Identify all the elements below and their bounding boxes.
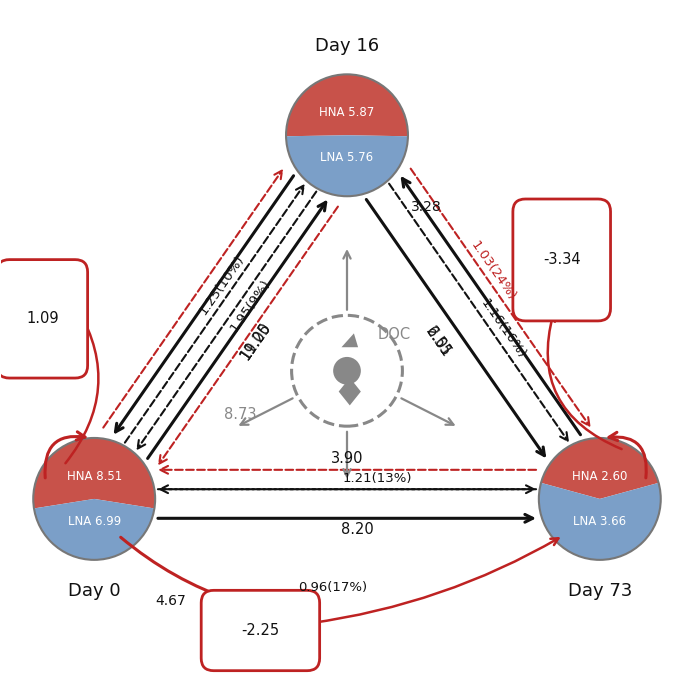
Text: LNA 5.76: LNA 5.76 <box>321 151 373 164</box>
Text: 1.09: 1.09 <box>26 312 58 326</box>
Text: 0.96(17%): 0.96(17%) <box>298 581 368 594</box>
Text: 19.00: 19.00 <box>238 320 274 363</box>
Text: DOC: DOC <box>378 328 411 342</box>
Wedge shape <box>34 499 154 560</box>
Text: -2.25: -2.25 <box>242 623 280 638</box>
Text: 3.28: 3.28 <box>412 199 442 213</box>
Text: LNA 6.99: LNA 6.99 <box>67 515 121 528</box>
Text: 1.95(9%): 1.95(9%) <box>228 276 273 334</box>
Wedge shape <box>541 438 659 499</box>
Text: 2.55: 2.55 <box>423 324 454 359</box>
Text: 1.16(16%): 1.16(16%) <box>477 297 528 361</box>
Polygon shape <box>341 333 358 347</box>
Text: 1.25(10%): 1.25(10%) <box>196 253 246 318</box>
Text: 1.03(24%): 1.03(24%) <box>468 239 518 303</box>
Wedge shape <box>539 483 661 560</box>
Wedge shape <box>33 438 155 508</box>
Text: HNA 2.60: HNA 2.60 <box>572 470 627 483</box>
Text: HNA 8.51: HNA 8.51 <box>67 470 122 483</box>
Text: HNA 5.87: HNA 5.87 <box>319 106 375 119</box>
Text: -3.34: -3.34 <box>543 253 580 267</box>
Text: Day 73: Day 73 <box>568 582 632 600</box>
Text: 4.67: 4.67 <box>155 594 186 608</box>
Text: 11.25: 11.25 <box>238 320 274 363</box>
Polygon shape <box>339 378 361 405</box>
Text: Day 0: Day 0 <box>68 582 121 600</box>
Text: 3.90: 3.90 <box>331 452 363 466</box>
Text: 6.01: 6.01 <box>423 324 454 359</box>
Wedge shape <box>286 135 408 196</box>
Text: 1.21(13%): 1.21(13%) <box>343 472 412 484</box>
FancyBboxPatch shape <box>0 260 87 378</box>
FancyBboxPatch shape <box>513 199 611 321</box>
Text: 8.20: 8.20 <box>341 522 373 537</box>
Text: LNA 3.66: LNA 3.66 <box>573 515 627 528</box>
Circle shape <box>333 357 361 384</box>
FancyBboxPatch shape <box>201 590 320 671</box>
Text: 8.73: 8.73 <box>224 407 256 422</box>
Wedge shape <box>286 74 408 136</box>
Text: Day 16: Day 16 <box>315 37 379 55</box>
